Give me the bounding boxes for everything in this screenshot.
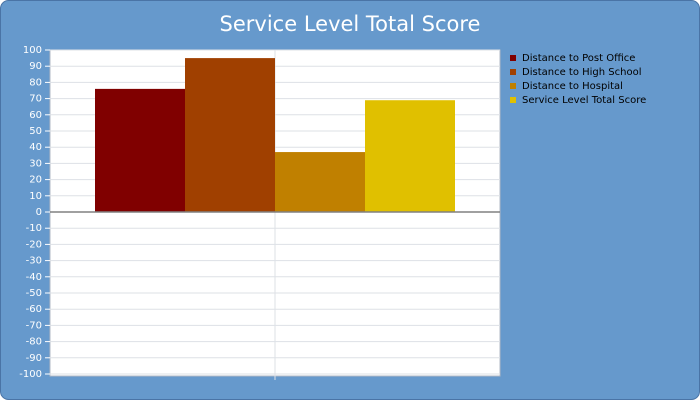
legend-swatch — [510, 55, 516, 61]
legend-label: Distance to Hospital — [522, 81, 623, 92]
legend-label: Service Level Total Score — [522, 95, 646, 106]
y-tick-label: -70 — [26, 320, 42, 331]
bar — [275, 152, 365, 212]
y-tick-label: 100 — [23, 45, 42, 56]
y-tick-label: -20 — [26, 239, 42, 250]
y-tick-label: 60 — [29, 110, 42, 121]
y-tick-label: -10 — [26, 223, 42, 234]
y-tick-label: -30 — [26, 256, 42, 267]
y-tick-label: 0 — [36, 207, 42, 218]
y-tick-label: 10 — [29, 191, 42, 202]
y-tick-label: 30 — [29, 158, 42, 169]
bar — [95, 88, 185, 212]
bar — [365, 100, 455, 212]
y-tick-label: 50 — [29, 126, 42, 137]
legend-label: Distance to Post Office — [522, 53, 635, 64]
legend-label: Distance to High School — [522, 67, 641, 78]
y-tick-label: -80 — [26, 337, 42, 348]
y-tick-label: 70 — [29, 94, 42, 105]
y-tick-label: -40 — [26, 272, 42, 283]
y-tick-label: 80 — [29, 77, 42, 88]
chart-title: Service Level Total Score — [220, 12, 481, 36]
legend-swatch — [510, 83, 516, 89]
bar — [185, 58, 275, 212]
y-tick-label: -100 — [19, 369, 42, 380]
y-tick-label: -60 — [26, 304, 42, 315]
legend-swatch — [510, 69, 516, 75]
legend-swatch — [510, 97, 516, 103]
y-tick-label: 20 — [29, 175, 42, 186]
y-tick-label: 90 — [29, 61, 42, 72]
y-tick-label: -50 — [26, 288, 42, 299]
y-tick-label: 40 — [29, 142, 42, 153]
y-tick-label: -90 — [26, 353, 42, 364]
